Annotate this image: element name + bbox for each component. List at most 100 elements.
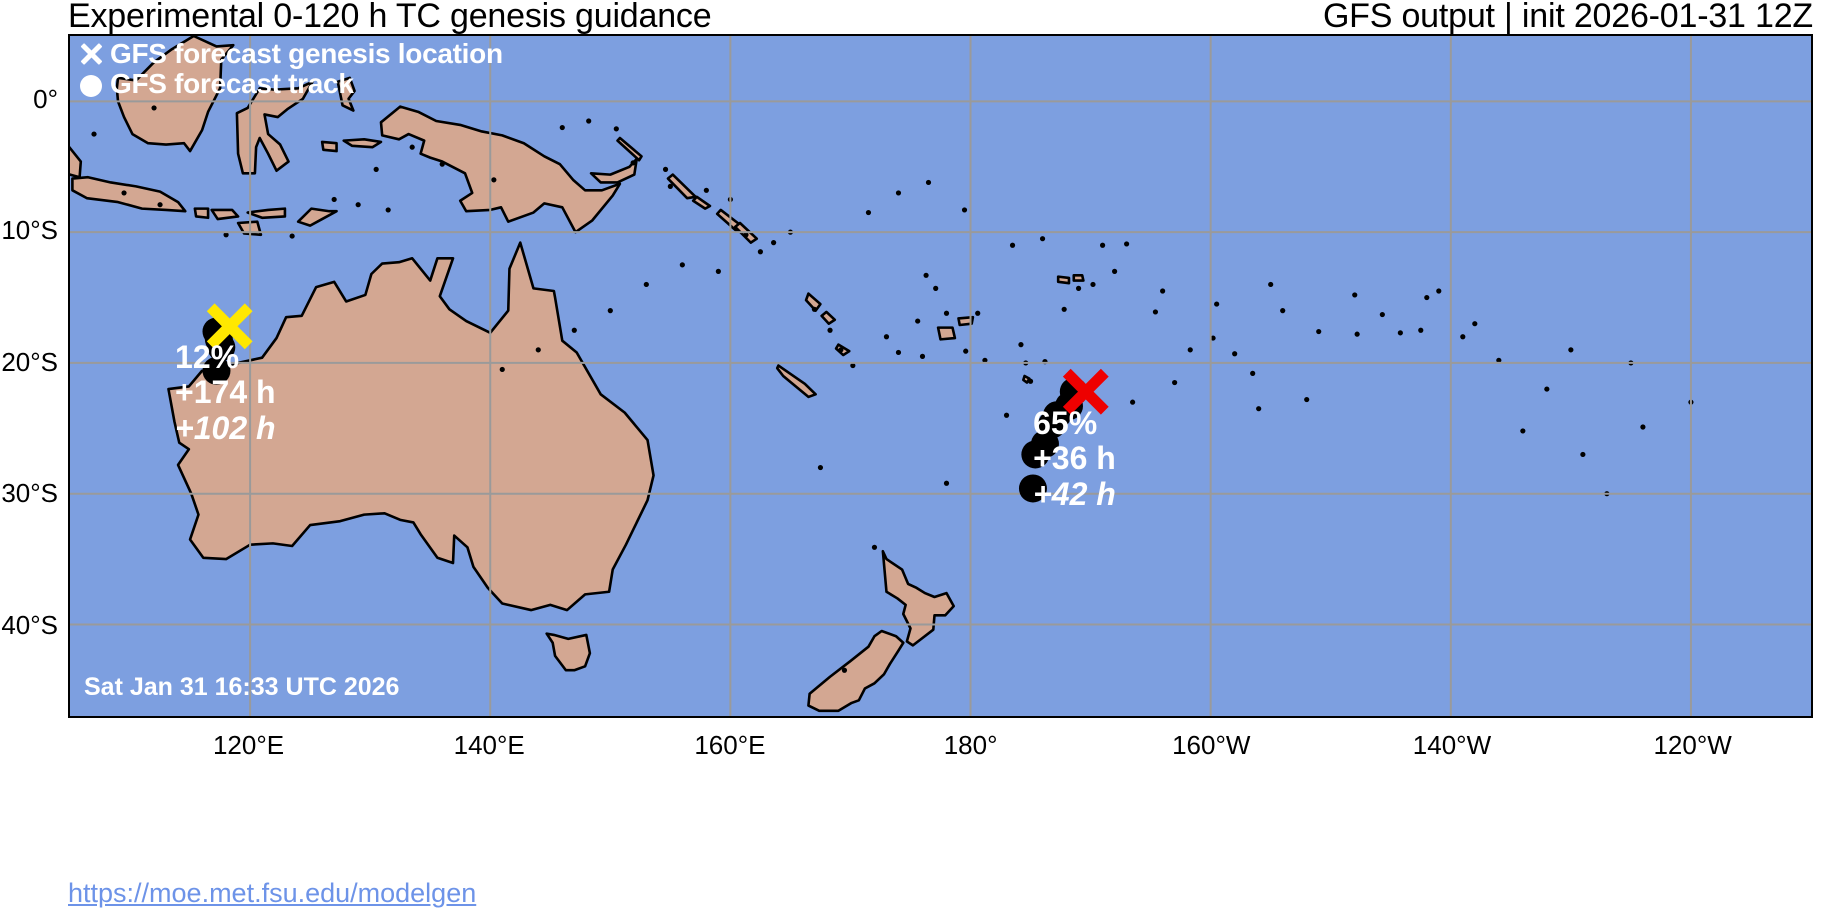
landmass-flores (246, 207, 287, 220)
legend-label-track: GFS forecast track (110, 68, 354, 99)
island-dot-77 (1160, 288, 1166, 294)
landmass-solomon2 (691, 195, 712, 210)
island-dot-90 (607, 308, 613, 314)
island-dot-28 (1124, 241, 1130, 247)
island-dot-29 (1152, 309, 1159, 315)
island-dot-5 (771, 240, 777, 246)
island-dot-83 (1568, 347, 1574, 353)
island-dot-18 (975, 310, 981, 316)
island-dot-19 (982, 357, 988, 363)
island-dot-92 (535, 347, 541, 353)
genesis-marker-feature-australia (206, 303, 253, 350)
annotation-feature-south-pacific: 65% +36 h +42 h (1033, 406, 1116, 512)
island-dot-65 (1304, 396, 1310, 403)
island-dot-45 (491, 177, 497, 183)
landmass-borneo (115, 36, 235, 153)
island-dot-86 (757, 249, 763, 255)
island-dot-6 (811, 306, 818, 312)
island-dot-43 (1580, 451, 1586, 458)
landmass-australia (167, 241, 655, 612)
island-dot-36 (1354, 331, 1360, 337)
island-dot-52 (439, 161, 445, 167)
island-dot-97 (331, 196, 337, 203)
island-dot-48 (667, 183, 673, 189)
island-dot-25 (1075, 285, 1082, 291)
landmass-fiji2 (957, 315, 975, 327)
island-dot-44 (1640, 424, 1646, 430)
island-dot-34 (1280, 308, 1286, 314)
page-title: Experimental 0-120 h TC genesis guidance (68, 0, 712, 35)
island-dot-67 (1544, 386, 1550, 392)
island-dot-20 (1018, 342, 1024, 348)
track-point-feature-south-pacific-6 (1018, 474, 1047, 503)
landmass-sumbawa (210, 208, 240, 221)
title-bar: Experimental 0-120 h TC genesis guidance… (0, 0, 1831, 35)
graticule-layer (70, 36, 1811, 716)
island-dot-10 (883, 334, 890, 340)
island-dot-31 (1210, 335, 1216, 341)
island-dot-30 (1187, 347, 1193, 353)
landmass-tasmania (545, 632, 592, 672)
landmass-sulawesi (235, 80, 314, 175)
island-dot-16 (923, 272, 929, 278)
lon-tick-140: 140°E (453, 730, 525, 760)
island-dot-80 (1352, 292, 1358, 298)
landmass-newbritain (589, 157, 639, 184)
island-dot-55 (289, 233, 295, 239)
legend-item-genesis: GFS forecast genesis location (76, 39, 503, 69)
island-dot-54 (223, 232, 229, 238)
island-dot-12 (915, 318, 921, 324)
island-dot-4 (743, 232, 749, 238)
landmass-timor (296, 207, 338, 227)
land-layer (70, 36, 1694, 713)
island-dot-82 (1472, 321, 1478, 327)
landmass-vanuatu2 (820, 310, 837, 325)
island-dot-7 (827, 327, 833, 333)
island-dot-14 (943, 310, 950, 316)
landmass-java (71, 175, 187, 213)
lon-tick-220: 140°W (1412, 730, 1492, 760)
lat-tick-0: 0° (33, 83, 58, 114)
island-dot-94 (151, 105, 157, 111)
landmass-halmahera (336, 76, 356, 112)
island-dot-53 (157, 202, 163, 208)
landmass-newireland (616, 136, 643, 162)
island-dot-37 (1379, 311, 1385, 318)
island-dot-63 (1172, 379, 1178, 386)
genesis-marker-feature-south-pacific (1062, 368, 1109, 415)
island-dot-81 (1424, 294, 1430, 301)
island-dot-24 (1061, 306, 1067, 312)
island-dot-74 (1009, 242, 1016, 248)
lon-tick-120: 120°E (212, 730, 285, 760)
landmass-png (379, 105, 622, 234)
map-svg (70, 36, 1811, 716)
landmass-samoa1 (1056, 275, 1071, 285)
map-canvas[interactable]: GFS forecast genesis location GFS foreca… (68, 34, 1813, 718)
island-dot-62 (1130, 399, 1136, 405)
model-init-label: GFS output | init 2026-01-31 12Z (1322, 0, 1813, 35)
island-dot-32 (1232, 351, 1238, 357)
island-dot-27 (1099, 242, 1106, 248)
lon-tick-240: 120°W (1653, 730, 1732, 760)
island-dot-93 (499, 366, 505, 373)
legend-label-genesis: GFS forecast genesis location (110, 38, 503, 69)
lon-tick-180: 180° (943, 730, 998, 760)
island-dot-51 (373, 166, 379, 172)
island-dot-8 (838, 347, 844, 353)
landmass-newcal (775, 364, 817, 399)
island-dot-72 (925, 179, 932, 186)
source-url-link[interactable]: https://moe.met.fsu.edu/modelgen (68, 878, 477, 908)
island-dot-26 (1090, 281, 1096, 288)
x-cross-icon (76, 39, 110, 69)
island-dot-41 (1460, 334, 1466, 340)
annotation-feature-australia: 12% +174 h +102 h (175, 340, 276, 446)
map-legend: GFS forecast genesis location GFS foreca… (76, 39, 503, 99)
island-dot-47 (586, 118, 592, 124)
filled-circle-icon (76, 69, 110, 99)
island-dot-22 (1027, 378, 1034, 384)
island-dot-9 (850, 362, 856, 369)
island-dot-50 (409, 144, 415, 150)
landmass-buru (320, 140, 338, 153)
landmass-sumatra_se (70, 146, 83, 179)
